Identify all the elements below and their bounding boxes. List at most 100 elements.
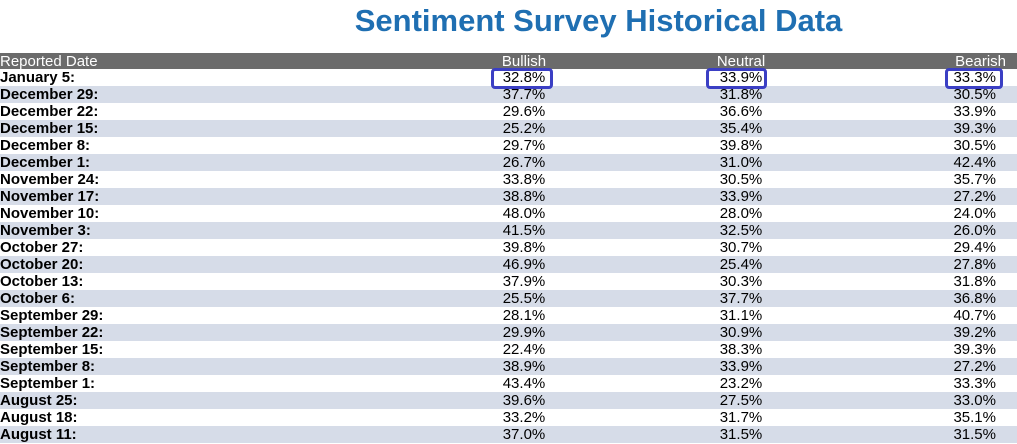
row-bearish: 24.0% — [953, 205, 996, 222]
row-neutral: 31.7% — [719, 409, 763, 426]
row-bullish: 43.4% — [502, 375, 546, 392]
row-date: September 29: — [0, 307, 104, 324]
row-date: November 24: — [0, 171, 100, 188]
row-bearish: 27.2% — [953, 358, 996, 375]
row-bullish: 25.2% — [502, 120, 546, 137]
row-bearish: 30.5% — [953, 86, 996, 103]
row-bullish: 38.8% — [502, 188, 546, 205]
row-neutral: 30.9% — [719, 324, 763, 341]
table-row: November 17: 38.8% 33.9% 27.2% — [0, 188, 1017, 205]
table-row: December 15: 25.2% 35.4% 39.3% — [0, 120, 1017, 137]
table-header-row: Reported Date Bullish Neutral Bearish — [0, 53, 1017, 70]
row-bearish: 40.7% — [953, 307, 996, 324]
table-row: November 3: 41.5% 32.5% 26.0% — [0, 222, 1017, 239]
row-bullish: 33.8% — [502, 171, 546, 188]
row-bullish: 29.6% — [502, 103, 546, 120]
row-neutral: 31.5% — [719, 426, 763, 443]
page-title: Sentiment Survey Historical Data — [354, 3, 843, 38]
row-bullish: 39.8% — [502, 239, 546, 256]
row-neutral: 38.3% — [719, 341, 763, 358]
table-row: October 27: 39.8% 30.7% 29.4% — [0, 239, 1017, 256]
row-date: September 8: — [0, 358, 96, 375]
table-row: September 8: 38.9% 33.9% 27.2% — [0, 358, 1017, 375]
row-bearish: 31.5% — [953, 426, 996, 443]
row-bullish: 29.9% — [502, 324, 546, 341]
row-bearish: 35.1% — [953, 409, 996, 426]
row-neutral: 25.4% — [719, 256, 763, 273]
table-row: September 22: 29.9% 30.9% 39.2% — [0, 324, 1017, 341]
table-row: August 18: 33.2% 31.7% 35.1% — [0, 409, 1017, 426]
row-neutral: 31.8% — [719, 86, 763, 103]
row-bullish: 37.0% — [502, 426, 546, 443]
row-neutral: 28.0% — [719, 205, 763, 222]
header-reported-date: Reported Date — [0, 53, 98, 70]
row-bearish: 27.8% — [953, 256, 996, 273]
row-bullish: 38.9% — [502, 358, 546, 375]
table-row: December 22: 29.6% 36.6% 33.9% — [0, 103, 1017, 120]
row-bearish: 33.3% — [953, 375, 996, 392]
row-bullish: 37.7% — [502, 86, 546, 103]
row-date: September 15: — [0, 341, 104, 358]
row-date: December 8: — [0, 137, 91, 154]
row-neutral: 23.2% — [719, 375, 763, 392]
row-bullish: 37.9% — [502, 273, 546, 290]
row-neutral: 32.5% — [719, 222, 763, 239]
table-row: January 5: 32.8% 33.9% 33.3% — [0, 69, 1017, 86]
highlight-bearish-latest — [945, 68, 1003, 89]
row-bearish: 27.2% — [953, 188, 996, 205]
row-bullish: 26.7% — [502, 154, 546, 171]
row-neutral: 31.1% — [719, 307, 763, 324]
row-date: November 10: — [0, 205, 100, 222]
row-date: December 1: — [0, 154, 91, 171]
row-bullish: 28.1% — [502, 307, 546, 324]
highlight-neutral-latest — [706, 68, 767, 89]
row-date: November 17: — [0, 188, 100, 205]
row-bearish: 33.3% — [953, 69, 996, 86]
row-bearish: 26.0% — [953, 222, 996, 239]
table-row: October 20: 46.9% 25.4% 27.8% — [0, 256, 1017, 273]
row-date: September 1: — [0, 375, 96, 392]
row-date: November 3: — [0, 222, 91, 239]
row-bearish: 33.0% — [953, 392, 996, 409]
row-date: August 11: — [0, 426, 77, 443]
table-row: November 24: 33.8% 30.5% 35.7% — [0, 171, 1017, 188]
row-date: December 29: — [0, 86, 99, 103]
row-neutral: 33.9% — [719, 188, 763, 205]
row-date: January 5: — [0, 69, 76, 86]
row-bearish: 29.4% — [953, 239, 996, 256]
row-bearish: 39.3% — [953, 341, 996, 358]
row-bearish: 36.8% — [953, 290, 996, 307]
row-date: October 27: — [0, 239, 84, 256]
header-neutral: Neutral — [716, 53, 766, 70]
row-neutral: 30.5% — [719, 171, 763, 188]
row-neutral: 30.7% — [719, 239, 763, 256]
row-bearish: 39.2% — [953, 324, 996, 341]
row-neutral: 35.4% — [719, 120, 763, 137]
table-row: December 29: 37.7% 31.8% 30.5% — [0, 86, 1017, 103]
header-bearish: Bearish — [955, 53, 1006, 70]
row-bullish: 46.9% — [502, 256, 546, 273]
row-bullish: 29.7% — [502, 137, 546, 154]
row-date: December 15: — [0, 120, 99, 137]
table-row: September 15: 22.4% 38.3% 39.3% — [0, 341, 1017, 358]
row-neutral: 33.9% — [719, 69, 763, 86]
table-row: August 25: 39.6% 27.5% 33.0% — [0, 392, 1017, 409]
row-date: August 18: — [0, 409, 78, 426]
row-date: October 6: — [0, 290, 76, 307]
row-bullish: 32.8% — [502, 69, 546, 86]
row-date: October 20: — [0, 256, 84, 273]
row-neutral: 27.5% — [719, 392, 763, 409]
row-neutral: 36.6% — [719, 103, 763, 120]
row-bullish: 22.4% — [502, 341, 546, 358]
row-bullish: 39.6% — [502, 392, 546, 409]
row-bullish: 33.2% — [502, 409, 546, 426]
row-neutral: 37.7% — [719, 290, 763, 307]
row-bearish: 35.7% — [953, 171, 996, 188]
row-bearish: 31.8% — [953, 273, 996, 290]
table-row: November 10: 48.0% 28.0% 24.0% — [0, 205, 1017, 222]
row-bullish: 41.5% — [502, 222, 546, 239]
header-bullish: Bullish — [501, 53, 547, 70]
row-bearish: 42.4% — [953, 154, 996, 171]
row-neutral: 30.3% — [719, 273, 763, 290]
row-date: August 25: — [0, 392, 78, 409]
